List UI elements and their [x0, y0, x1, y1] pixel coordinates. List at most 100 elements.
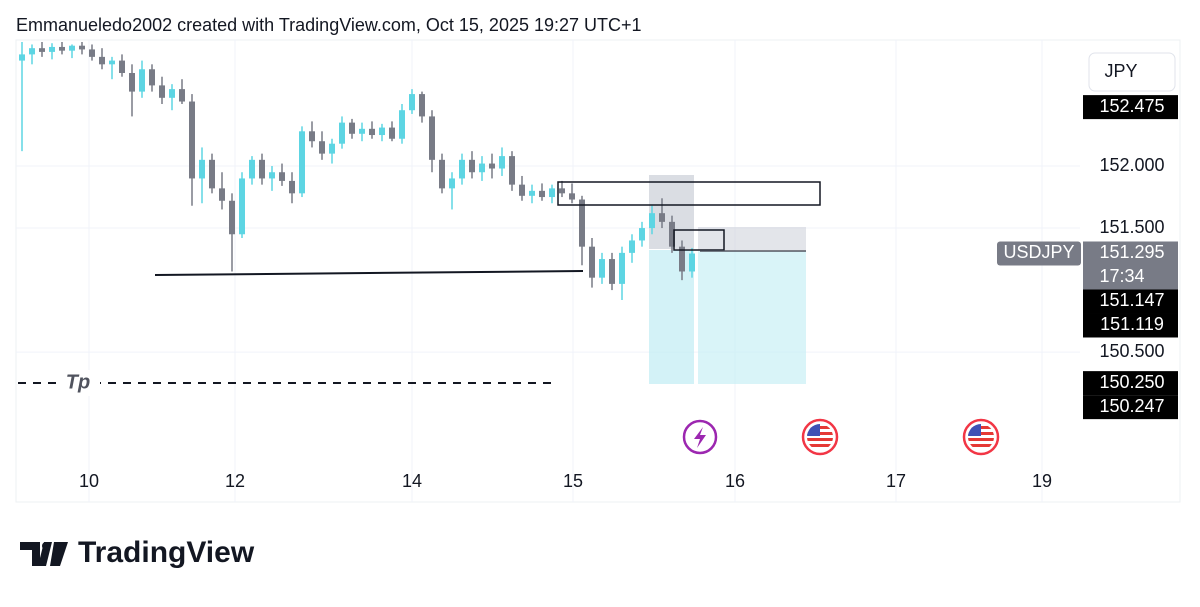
candle-body [569, 193, 575, 200]
brand-logo [20, 542, 68, 566]
x-tick-label: 17 [886, 471, 906, 491]
price-label-box [1083, 95, 1178, 120]
candle-body [329, 143, 335, 154]
price-label: 151.147 [1099, 290, 1164, 310]
price-label-box [1083, 395, 1178, 420]
trend-line [154, 270, 584, 276]
candle-body [589, 246, 595, 278]
brand-logo-dot [42, 542, 50, 550]
price-label: 151.119 [1100, 314, 1164, 334]
tp-bg [60, 370, 100, 396]
attribution: Emmanueledo2002 created with TradingView… [16, 15, 642, 35]
candle-body [659, 213, 665, 222]
x-tick-label: 19 [1032, 471, 1052, 491]
candle-body [469, 159, 475, 173]
x-tick-label: 14 [402, 471, 422, 491]
us-flag-icon[interactable] [801, 418, 839, 456]
candle-body [289, 180, 295, 194]
candle-body [579, 199, 585, 247]
chart-frame [15, 39, 1181, 503]
candle-body [379, 127, 385, 136]
last-price: 151.295 [1099, 242, 1164, 262]
target-zone [649, 250, 694, 384]
candle-body [619, 252, 625, 284]
candle-body [689, 253, 695, 272]
candle-body [679, 246, 685, 272]
price-labels: 152.475 USDJPY 151.295 17:34 151.147 151.119 1… [997, 95, 1178, 420]
tp-label: Tp [66, 371, 90, 393]
countdown: 17:34 [1099, 266, 1144, 286]
candle-body [399, 110, 405, 139]
candle-body [279, 172, 285, 181]
candle-body [239, 178, 245, 235]
candle-body [129, 72, 135, 92]
candle-body [149, 69, 155, 86]
candle-body [599, 259, 605, 278]
candle-body [669, 221, 675, 247]
candle-body [19, 54, 25, 61]
candle-body [159, 85, 165, 98]
price-label: 150.250 [1099, 372, 1164, 392]
zone-box [673, 229, 725, 251]
candle-body [189, 101, 195, 179]
symbol-box [997, 241, 1081, 266]
y-tick-label: 152.000 [1099, 155, 1164, 175]
candle-body [359, 128, 365, 134]
candle-body [459, 159, 465, 179]
symbol-label: USDJPY [1003, 242, 1074, 262]
last-price-box [1083, 241, 1178, 290]
candle-body [629, 240, 635, 253]
candle-body [119, 60, 125, 73]
candle-body [389, 127, 395, 139]
y-tick-label: 151.500 [1099, 217, 1164, 237]
candle-body [209, 159, 215, 189]
candle-body [69, 45, 75, 51]
candle-body [219, 188, 225, 201]
us-flag-icon[interactable] [962, 418, 1000, 456]
y-tick-label: 150.500 [1099, 341, 1164, 361]
x-tick-label: 15 [563, 471, 583, 491]
candle-body [519, 184, 525, 196]
candle-body [349, 122, 355, 134]
stop-zone [698, 227, 806, 250]
x-tick-label: 16 [725, 471, 745, 491]
candle-body [309, 131, 315, 142]
candle-body [499, 156, 505, 169]
candle-body [139, 69, 145, 92]
candle-body [449, 178, 455, 189]
currency: JPY [1104, 61, 1137, 81]
candle-body [319, 141, 325, 154]
price-label-box [1083, 371, 1178, 396]
price-label-box [1083, 289, 1178, 314]
brand: TradingView [78, 536, 255, 569]
candle-body [179, 89, 185, 102]
candle-body [509, 156, 515, 185]
candle-body [29, 48, 35, 55]
candle-body [199, 159, 205, 179]
x-tick-label: 10 [79, 471, 99, 491]
candle-body [99, 56, 105, 65]
candle-body [419, 94, 425, 117]
candle-body [369, 128, 375, 136]
price-label: 152.475 [1099, 96, 1164, 116]
candle-body [549, 188, 555, 198]
target-zone [698, 251, 806, 384]
candle-body [489, 163, 495, 169]
price-label-box [1083, 313, 1178, 338]
x-tick-label: 12 [225, 471, 245, 491]
candle-body [539, 190, 545, 198]
zone-box [557, 181, 821, 206]
bolt [694, 427, 706, 448]
candle-body [609, 259, 615, 284]
candle-body [229, 200, 235, 235]
candle-body [59, 46, 65, 51]
candle-body [559, 188, 565, 194]
candle-body [79, 45, 85, 50]
candle-body [299, 131, 305, 194]
candle-body [269, 172, 275, 179]
currency-button[interactable] [1088, 52, 1176, 92]
candle-body [649, 213, 655, 229]
candle-body [529, 190, 535, 196]
